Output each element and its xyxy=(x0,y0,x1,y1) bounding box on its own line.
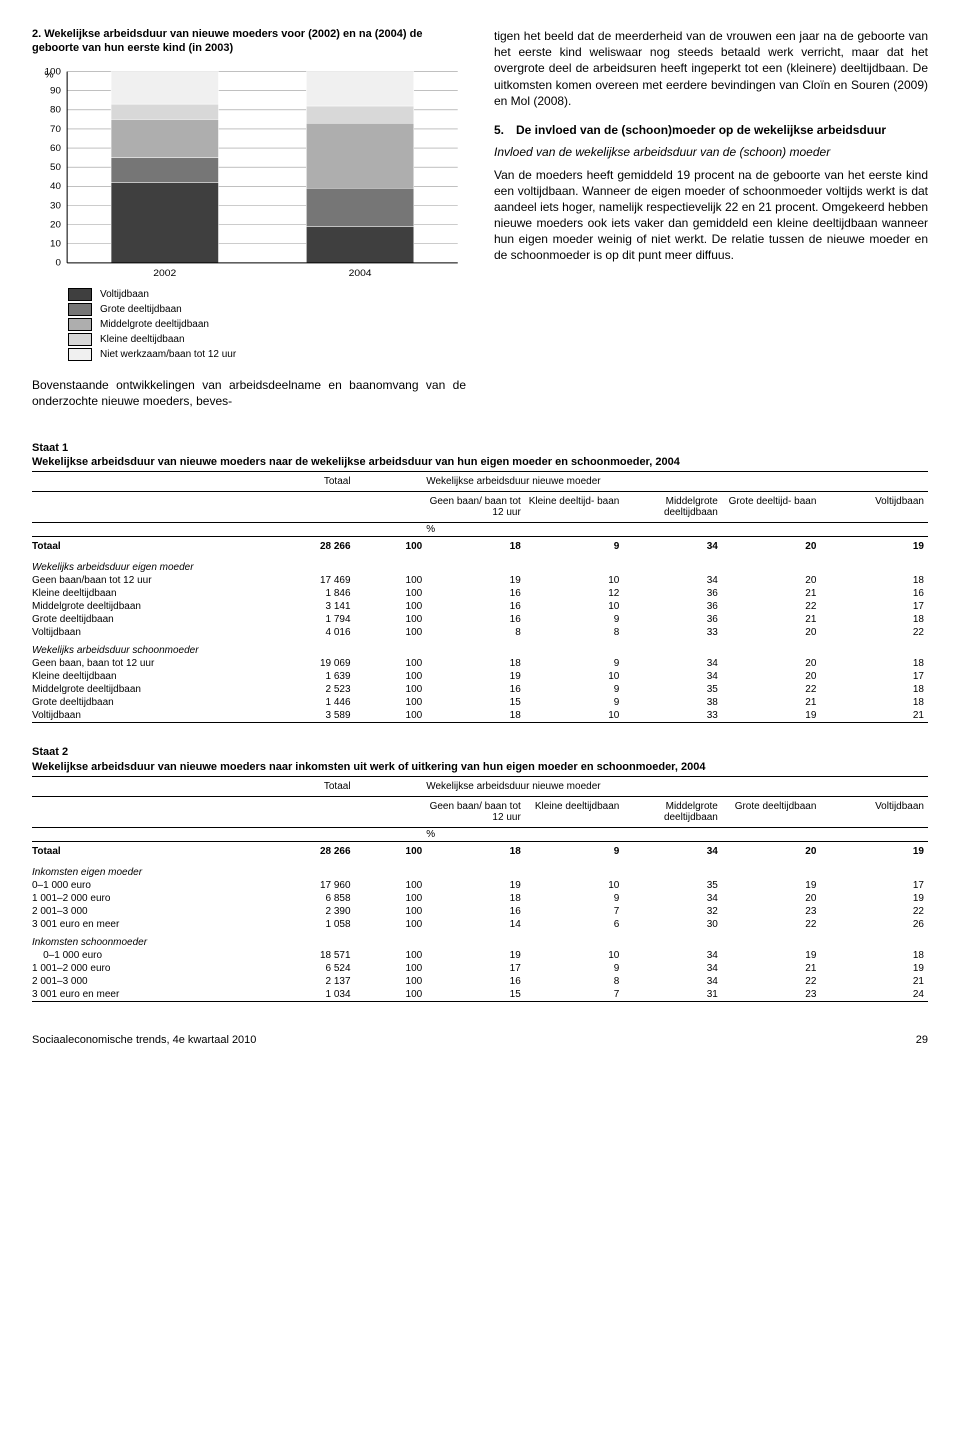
svg-text:0: 0 xyxy=(55,258,60,269)
right-paragraph-1: tigen het beeld dat de meerderheid van d… xyxy=(494,28,928,109)
svg-text:50: 50 xyxy=(50,162,61,173)
staat-1: Staat 1Wekelijkse arbeidsduur van nieuwe… xyxy=(32,441,928,724)
chart-legend: Voltijdbaan Grote deeltijdbaan Middelgrote… xyxy=(32,288,466,361)
svg-text:60: 60 xyxy=(50,143,61,154)
staat-1-title: Staat 1Wekelijkse arbeidsduur van nieuwe… xyxy=(32,441,928,470)
stacked-bar-chart: %010203040506070809010020022004 xyxy=(32,62,466,282)
staat-2-title: Staat 2Wekelijkse arbeidsduur van nieuwe… xyxy=(32,745,928,774)
legend-item: Grote deeltijdbaan xyxy=(68,303,466,316)
footer-page-number: 29 xyxy=(916,1034,928,1046)
legend-label: Grote deeltijdbaan xyxy=(100,304,182,315)
staat-2: Staat 2Wekelijkse arbeidsduur van nieuwe… xyxy=(32,745,928,1002)
right-paragraph-2: Van de moeders heeft gemiddeld 19 procen… xyxy=(494,167,928,264)
legend-label: Kleine deeltijdbaan xyxy=(100,334,185,345)
svg-text:30: 30 xyxy=(50,200,61,211)
svg-text:80: 80 xyxy=(50,105,61,116)
legend-label: Niet werkzaam/baan tot 12 uur xyxy=(100,349,236,360)
section-title: De invloed van de (schoon)moeder op de w… xyxy=(516,123,886,137)
svg-text:90: 90 xyxy=(50,85,61,96)
legend-item: Niet werkzaam/baan tot 12 uur xyxy=(68,348,466,361)
chart-title: 2. Wekelijkse arbeidsduur van nieuwe moe… xyxy=(32,28,466,56)
svg-text:100: 100 xyxy=(45,66,61,77)
legend-item: Middelgrote deeltijdbaan xyxy=(68,318,466,331)
legend-label: Middelgrote deeltijdbaan xyxy=(100,319,209,330)
svg-text:10: 10 xyxy=(50,238,61,249)
page-footer: Sociaaleconomische trends, 4e kwartaal 2… xyxy=(32,1034,928,1046)
svg-text:40: 40 xyxy=(50,181,61,192)
svg-text:2004: 2004 xyxy=(349,268,372,279)
staat-2-table: TotaalWekelijkse arbeidsduur nieuwe moed… xyxy=(32,776,928,1002)
left-paragraph: Bovenstaande ontwikkelingen van arbeidsd… xyxy=(32,377,466,409)
footer-left: Sociaaleconomische trends, 4e kwartaal 2… xyxy=(32,1034,256,1046)
legend-swatch xyxy=(68,333,92,346)
svg-text:20: 20 xyxy=(50,219,61,230)
section-5-heading: 5. De invloed van de (schoon)moeder op d… xyxy=(494,123,928,137)
legend-swatch xyxy=(68,318,92,331)
legend-swatch xyxy=(68,303,92,316)
svg-text:70: 70 xyxy=(50,124,61,135)
svg-text:2002: 2002 xyxy=(153,268,176,279)
legend-swatch xyxy=(68,288,92,301)
legend-swatch xyxy=(68,348,92,361)
legend-label: Voltijdbaan xyxy=(100,289,149,300)
section-number: 5. xyxy=(494,123,516,137)
legend-item: Kleine deeltijdbaan xyxy=(68,333,466,346)
legend-item: Voltijdbaan xyxy=(68,288,466,301)
subheading: Invloed van de wekelijkse arbeidsduur va… xyxy=(494,145,928,161)
staat-1-table: TotaalWekelijkse arbeidsduur nieuwe moed… xyxy=(32,471,928,723)
